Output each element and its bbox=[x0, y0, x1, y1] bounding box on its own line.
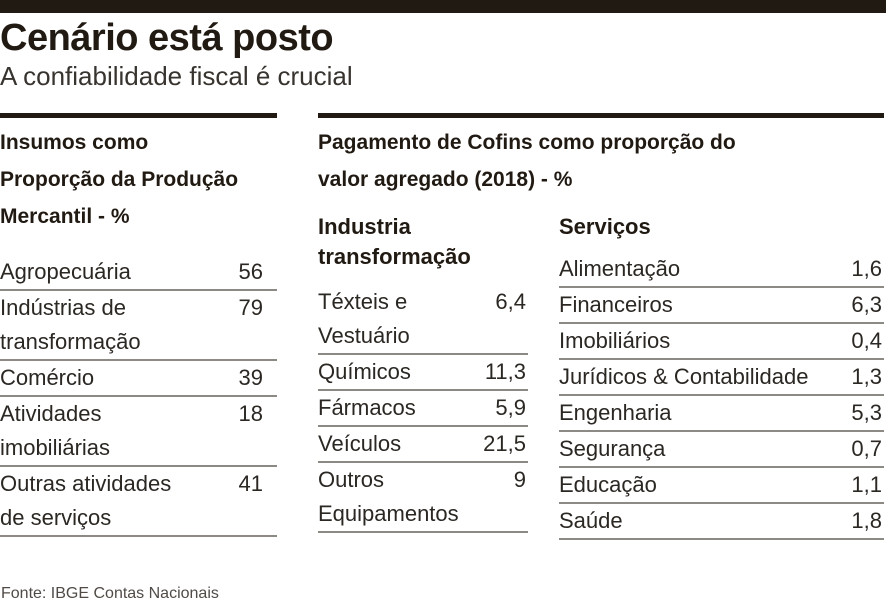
content-columns: Insumos como Proporção da Produção Merca… bbox=[0, 113, 886, 540]
section-rule-right bbox=[318, 113, 884, 118]
servicos-title: Serviços bbox=[559, 214, 651, 239]
row-value: 41 bbox=[238, 471, 263, 496]
row-value: 39 bbox=[238, 365, 263, 390]
row-value: 1,8 bbox=[851, 508, 882, 533]
cofins-section-title: Pagamento de Cofins como proporção do va… bbox=[318, 131, 736, 191]
row-label: Químicos bbox=[318, 359, 411, 384]
table-row: Téxteis e Vestuário 6,4 bbox=[318, 285, 528, 355]
section-insumos: Insumos como Proporção da Produção Merca… bbox=[0, 113, 277, 540]
insumos-table: Agropecuária 56 Indústrias de transforma… bbox=[0, 255, 277, 537]
table-row: Agropecuária 56 bbox=[0, 255, 277, 291]
table-row: Segurança 0,7 bbox=[559, 432, 884, 468]
row-label: Fármacos bbox=[318, 395, 416, 420]
row-value: 6,3 bbox=[851, 292, 882, 317]
row-value: 0,4 bbox=[851, 328, 882, 353]
row-value: 79 bbox=[238, 295, 263, 320]
table-row: Indústrias de transformação 79 bbox=[0, 291, 277, 361]
top-rule bbox=[0, 0, 886, 13]
table-row: Financeiros 6,3 bbox=[559, 288, 884, 324]
row-label: Educação bbox=[559, 472, 657, 497]
row-value: 9 bbox=[513, 467, 526, 492]
table-row: Fármacos 5,9 bbox=[318, 391, 528, 427]
row-value: 11,3 bbox=[484, 359, 526, 384]
table-row: Saúde 1,8 bbox=[559, 504, 884, 540]
table-row: Outros Equipamentos 9 bbox=[318, 463, 528, 533]
row-label: Agropecuária bbox=[0, 259, 131, 284]
row-label: Saúde bbox=[559, 508, 623, 533]
row-label: Alimentação bbox=[559, 256, 681, 281]
row-value: 1,1 bbox=[851, 472, 882, 497]
table-row: Atividades imobiliárias 18 bbox=[0, 397, 277, 467]
row-label: Comércio bbox=[0, 365, 95, 390]
table-row: Engenharia 5,3 bbox=[559, 396, 884, 432]
subsection-industria: Industria transformação Téxteis e Vestuá… bbox=[318, 212, 528, 540]
row-label: Imobiliários bbox=[559, 328, 671, 353]
row-label: Atividades imobiliárias bbox=[0, 401, 111, 460]
row-value: 1,6 bbox=[851, 256, 882, 281]
row-value: 56 bbox=[238, 259, 263, 284]
row-label: Outras atividades de serviços bbox=[0, 471, 172, 530]
row-value: 18 bbox=[238, 401, 263, 426]
row-label: Veículos bbox=[318, 431, 402, 456]
section-cofins: Pagamento de Cofins como proporção do va… bbox=[318, 113, 884, 540]
table-row: Imobiliários 0,4 bbox=[559, 324, 884, 360]
row-label: Segurança bbox=[559, 436, 666, 461]
insumos-section-title: Insumos como Proporção da Produção Merca… bbox=[0, 131, 239, 228]
row-value: 6,4 bbox=[495, 289, 526, 314]
row-value: 5,3 bbox=[851, 400, 882, 425]
source-note: Fonte: IBGE Contas Nacionais bbox=[1, 585, 219, 602]
row-label: Outros Equipamentos bbox=[318, 467, 459, 526]
page-title: Cenário está posto bbox=[0, 17, 334, 59]
table-row: Veículos 21,5 bbox=[318, 427, 528, 463]
row-label: Engenharia bbox=[559, 400, 672, 425]
row-value: 5,9 bbox=[495, 395, 526, 420]
row-label: Jurídicos & Contabilidade bbox=[559, 364, 809, 389]
row-value: 21,5 bbox=[483, 431, 526, 456]
cofins-subcolumns: Industria transformação Téxteis e Vestuá… bbox=[318, 212, 884, 540]
industria-title: Industria transformação bbox=[318, 214, 471, 269]
table-row: Outras atividades de serviços 41 bbox=[0, 467, 277, 537]
subsection-servicos: Serviços Alimentação 1,6 Financeiros 6,3 bbox=[559, 212, 884, 540]
page-subtitle: A confiabilidade fiscal é crucial bbox=[0, 61, 353, 91]
table-row: Químicos 11,3 bbox=[318, 355, 528, 391]
row-value: 0,7 bbox=[851, 436, 882, 461]
table-row: Educação 1,1 bbox=[559, 468, 884, 504]
section-rule-left bbox=[0, 113, 277, 118]
row-label: Financeiros bbox=[559, 292, 673, 317]
row-label: Téxteis e Vestuário bbox=[318, 289, 410, 348]
industria-table: Téxteis e Vestuário 6,4 Químicos 11,3 Fá… bbox=[318, 285, 528, 533]
row-value: 1,3 bbox=[851, 364, 882, 389]
row-label: Indústrias de transformação bbox=[0, 295, 141, 354]
table-row: Comércio 39 bbox=[0, 361, 277, 397]
servicos-table: Alimentação 1,6 Financeiros 6,3 Imobiliá… bbox=[559, 252, 884, 540]
table-row: Jurídicos & Contabilidade 1,3 bbox=[559, 360, 884, 396]
table-row: Alimentação 1,6 bbox=[559, 252, 884, 288]
